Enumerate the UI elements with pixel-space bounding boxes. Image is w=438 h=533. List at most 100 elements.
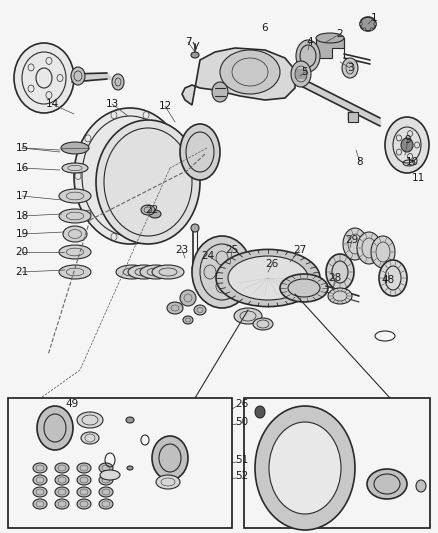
Text: 29: 29 bbox=[346, 235, 359, 245]
Ellipse shape bbox=[33, 475, 47, 485]
Ellipse shape bbox=[55, 475, 69, 485]
Ellipse shape bbox=[96, 120, 200, 244]
Ellipse shape bbox=[269, 422, 341, 514]
Ellipse shape bbox=[99, 463, 113, 473]
Ellipse shape bbox=[111, 233, 117, 240]
Text: 2: 2 bbox=[337, 29, 343, 39]
Ellipse shape bbox=[112, 74, 124, 90]
Ellipse shape bbox=[343, 228, 367, 260]
Text: 12: 12 bbox=[159, 101, 172, 111]
Ellipse shape bbox=[59, 189, 91, 203]
Text: 15: 15 bbox=[15, 143, 28, 153]
Ellipse shape bbox=[99, 487, 113, 497]
Text: 21: 21 bbox=[15, 267, 28, 277]
Ellipse shape bbox=[143, 233, 149, 240]
Text: 10: 10 bbox=[406, 157, 419, 167]
Ellipse shape bbox=[228, 256, 308, 300]
Ellipse shape bbox=[342, 58, 358, 78]
Ellipse shape bbox=[328, 288, 352, 304]
Ellipse shape bbox=[183, 316, 193, 324]
Ellipse shape bbox=[416, 480, 426, 492]
Ellipse shape bbox=[316, 33, 344, 43]
Ellipse shape bbox=[360, 17, 376, 31]
Text: 26: 26 bbox=[265, 259, 279, 269]
Text: 9: 9 bbox=[405, 135, 411, 145]
Text: 14: 14 bbox=[46, 99, 59, 109]
Ellipse shape bbox=[408, 154, 413, 159]
Ellipse shape bbox=[61, 142, 89, 154]
Ellipse shape bbox=[360, 22, 363, 26]
Text: 28: 28 bbox=[328, 273, 342, 283]
Ellipse shape bbox=[192, 236, 252, 308]
Ellipse shape bbox=[71, 67, 85, 85]
Ellipse shape bbox=[28, 85, 34, 92]
Ellipse shape bbox=[192, 266, 198, 270]
Ellipse shape bbox=[212, 82, 228, 102]
Text: 6: 6 bbox=[261, 23, 268, 33]
Ellipse shape bbox=[116, 265, 148, 279]
Ellipse shape bbox=[374, 22, 377, 26]
Ellipse shape bbox=[46, 58, 52, 64]
Polygon shape bbox=[348, 112, 358, 122]
Ellipse shape bbox=[85, 135, 91, 142]
Ellipse shape bbox=[152, 436, 188, 480]
Text: 7: 7 bbox=[185, 37, 191, 47]
Ellipse shape bbox=[234, 308, 262, 324]
Text: 51: 51 bbox=[235, 455, 249, 465]
Text: 26: 26 bbox=[235, 399, 249, 409]
Ellipse shape bbox=[255, 406, 265, 418]
Ellipse shape bbox=[143, 111, 149, 119]
Ellipse shape bbox=[74, 108, 186, 244]
Ellipse shape bbox=[140, 265, 172, 279]
Ellipse shape bbox=[220, 50, 280, 94]
Ellipse shape bbox=[37, 406, 73, 450]
Ellipse shape bbox=[396, 149, 401, 155]
Ellipse shape bbox=[367, 469, 407, 499]
Text: 3: 3 bbox=[347, 63, 353, 73]
Ellipse shape bbox=[55, 487, 69, 497]
Text: 18: 18 bbox=[15, 211, 28, 221]
Ellipse shape bbox=[77, 499, 91, 509]
Ellipse shape bbox=[33, 463, 47, 473]
Text: 49: 49 bbox=[65, 399, 79, 409]
Ellipse shape bbox=[253, 318, 273, 330]
Ellipse shape bbox=[77, 412, 103, 428]
Text: 27: 27 bbox=[293, 245, 307, 255]
Text: 23: 23 bbox=[175, 245, 189, 255]
Ellipse shape bbox=[216, 249, 320, 306]
Ellipse shape bbox=[156, 475, 180, 489]
Ellipse shape bbox=[396, 135, 401, 141]
Ellipse shape bbox=[81, 432, 99, 444]
Ellipse shape bbox=[357, 232, 381, 264]
Ellipse shape bbox=[57, 75, 63, 82]
Ellipse shape bbox=[77, 463, 91, 473]
Ellipse shape bbox=[379, 260, 407, 296]
Text: 8: 8 bbox=[357, 157, 363, 167]
Ellipse shape bbox=[99, 475, 113, 485]
Ellipse shape bbox=[126, 417, 134, 423]
Ellipse shape bbox=[75, 173, 81, 180]
Bar bbox=[348, 112, 358, 122]
Text: 16: 16 bbox=[15, 163, 28, 173]
Text: 52: 52 bbox=[235, 471, 249, 481]
Ellipse shape bbox=[77, 475, 91, 485]
Ellipse shape bbox=[216, 251, 228, 265]
Ellipse shape bbox=[55, 463, 69, 473]
Ellipse shape bbox=[228, 265, 240, 279]
Text: 5: 5 bbox=[302, 67, 308, 77]
Ellipse shape bbox=[141, 205, 155, 215]
Ellipse shape bbox=[169, 135, 175, 142]
Ellipse shape bbox=[85, 210, 91, 217]
Ellipse shape bbox=[401, 138, 413, 152]
Ellipse shape bbox=[111, 111, 117, 119]
Text: 22: 22 bbox=[145, 205, 159, 215]
Ellipse shape bbox=[371, 236, 395, 268]
Text: 24: 24 bbox=[201, 251, 215, 261]
Polygon shape bbox=[182, 48, 295, 105]
Polygon shape bbox=[316, 38, 344, 58]
Ellipse shape bbox=[370, 28, 373, 31]
Bar bbox=[244, 398, 430, 528]
Ellipse shape bbox=[28, 64, 34, 71]
Ellipse shape bbox=[291, 61, 311, 87]
Ellipse shape bbox=[180, 124, 220, 180]
